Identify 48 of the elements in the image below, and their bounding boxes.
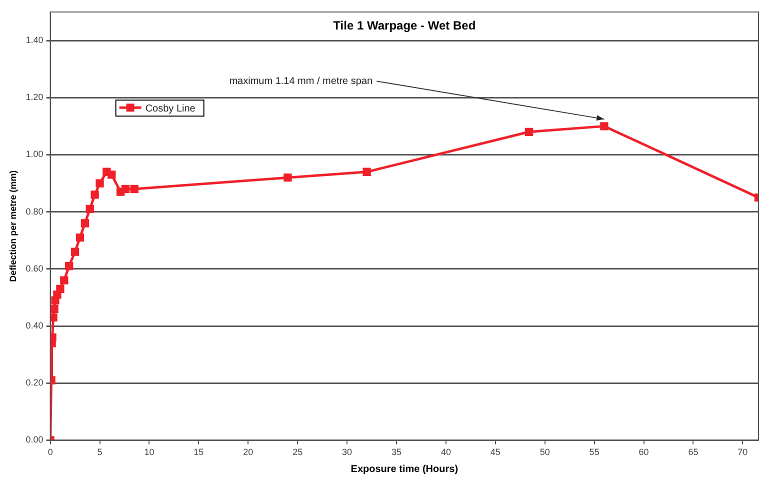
y-tick-label: 1.20 — [26, 92, 44, 102]
x-tick-label: 15 — [194, 447, 204, 458]
x-tick-label: 10 — [144, 447, 154, 458]
x-tick-label: 60 — [638, 447, 649, 458]
y-axis-title: Deflection per metre (mm) — [8, 170, 18, 282]
point — [130, 184, 138, 194]
point — [76, 233, 84, 242]
point — [50, 304, 58, 313]
point — [50, 313, 58, 322]
x-tick-label: 40 — [440, 447, 451, 458]
point — [524, 128, 534, 136]
annotation: maximum 1.14 mm / metre span — [229, 76, 373, 87]
point — [600, 122, 608, 130]
x-axis-title: Exposure time (Hours) — [350, 464, 458, 475]
point — [90, 190, 99, 199]
point — [284, 173, 292, 182]
point — [56, 284, 64, 293]
y-tick-label: 0.80 — [26, 206, 44, 216]
x-tick-label: 25 — [292, 447, 303, 458]
y-tick-label: 1.00 — [26, 149, 44, 160]
y-tick-label: 0.00 — [26, 434, 44, 445]
point — [80, 219, 90, 228]
x-tick-label: 55 — [589, 447, 600, 458]
legend-label: Cosby Line — [145, 103, 196, 114]
point — [60, 276, 68, 284]
x-tick-label: 65 — [688, 447, 698, 458]
point — [65, 262, 74, 270]
y-tick-label: 1.40 — [26, 35, 44, 46]
x-tick-label: 70 — [738, 447, 748, 458]
x-tick-label: 30 — [342, 447, 352, 458]
y-tick-label: 0.60 — [26, 263, 44, 274]
x-tick-label: 50 — [540, 447, 550, 458]
x-tick-label: 5 — [97, 447, 102, 458]
y-tick-label: 0.20 — [26, 378, 44, 388]
point — [86, 204, 94, 214]
point — [53, 290, 62, 299]
point — [51, 296, 60, 304]
point — [96, 179, 104, 188]
x-tick-label: 20 — [243, 447, 254, 458]
y-tick-label: 0.40 — [26, 320, 44, 330]
text: Tile 1 Warpage - Wet Bed — [333, 18, 476, 33]
point — [70, 248, 80, 256]
point — [362, 168, 371, 176]
x-tick-label: 0 — [48, 447, 53, 458]
x-tick-label: 45 — [490, 447, 500, 458]
point — [108, 170, 116, 179]
point — [121, 184, 130, 194]
x-tick-label: 35 — [391, 447, 402, 458]
